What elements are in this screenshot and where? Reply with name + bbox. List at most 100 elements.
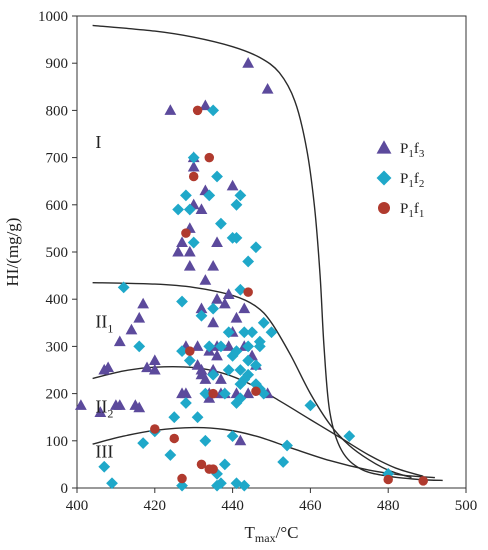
triangle-point xyxy=(172,245,185,257)
circle-point xyxy=(243,287,253,297)
triangle-point xyxy=(113,399,126,410)
triangle-point xyxy=(211,236,223,248)
diamond-point xyxy=(230,345,243,358)
diamond-point xyxy=(257,316,270,329)
legend-marker-circle xyxy=(378,202,390,214)
circle-point xyxy=(208,464,218,474)
triangle-point xyxy=(238,302,251,314)
diamond-point xyxy=(257,387,270,400)
legend-item-circle: P1f1 xyxy=(378,201,424,220)
triangle-point xyxy=(183,245,196,257)
circle-point xyxy=(169,433,179,444)
circle-point xyxy=(204,152,215,163)
diamond-point xyxy=(215,217,227,230)
circle-point xyxy=(181,228,191,238)
diamond-point xyxy=(195,309,208,322)
triangle-point xyxy=(183,259,196,271)
data-points xyxy=(75,57,428,492)
diamond-point xyxy=(234,364,247,376)
triangle-point xyxy=(148,354,161,366)
triangle-point xyxy=(187,160,200,172)
triangle-point xyxy=(199,274,212,285)
triangle-point xyxy=(226,179,239,191)
triangle-point xyxy=(242,387,255,399)
x-axis-title: Tmax/°C xyxy=(245,523,299,545)
triangle-point xyxy=(75,399,87,410)
diamond-point xyxy=(176,295,188,308)
diamond-point xyxy=(238,326,251,339)
diamond-point xyxy=(238,479,251,492)
diamond-point xyxy=(172,203,185,216)
triangle-point xyxy=(211,349,223,361)
triangle-point xyxy=(137,297,150,309)
triangle-point xyxy=(102,361,115,373)
series-diamond xyxy=(98,104,395,492)
diamond-point xyxy=(230,198,243,211)
triangle-point xyxy=(176,236,188,248)
legend-label: P1f3 xyxy=(400,141,425,160)
triangle-point xyxy=(211,293,223,304)
diamond-point xyxy=(207,368,220,381)
legend: P1f3 P1f2 P1f1 xyxy=(376,140,425,220)
diamond-point xyxy=(207,104,220,117)
diamond-point xyxy=(203,340,216,353)
triangle-point xyxy=(203,392,216,403)
triangle-point xyxy=(218,297,231,309)
legend-label: P1f1 xyxy=(400,201,424,220)
boundary-curve xyxy=(92,24,443,482)
circle-point xyxy=(177,473,187,484)
diamond-point xyxy=(199,387,212,400)
diamond-point xyxy=(242,340,255,353)
diamond-point xyxy=(117,281,130,294)
diamond-point xyxy=(218,387,231,400)
diamond-point xyxy=(207,302,220,315)
diamond-point xyxy=(218,458,231,471)
circle-point xyxy=(188,171,199,182)
diamond-point xyxy=(183,203,196,216)
triangle-point xyxy=(191,340,204,351)
y-tick-label: 600 xyxy=(46,198,69,214)
triangle-point xyxy=(199,99,212,111)
circle-point xyxy=(185,346,195,356)
triangle-point xyxy=(141,361,153,373)
diamond-point xyxy=(222,364,235,376)
triangle-point xyxy=(94,406,107,417)
diamond-point xyxy=(226,430,239,442)
series-circle xyxy=(150,105,428,486)
y-tick-label: 900 xyxy=(46,56,69,72)
triangle-point xyxy=(207,259,220,271)
diamond-point xyxy=(187,236,200,249)
triangle-point xyxy=(113,335,126,347)
circle-point xyxy=(196,459,207,470)
y-tick-label: 200 xyxy=(46,387,69,403)
x-tick-label: 420 xyxy=(144,498,167,514)
diamond-point xyxy=(191,411,204,424)
y-tick-label: 700 xyxy=(46,151,69,167)
diamond-point xyxy=(250,241,262,254)
diamond-point xyxy=(304,399,317,412)
y-tick-label: 300 xyxy=(46,339,69,355)
region-label: II1 xyxy=(95,312,113,336)
diamond-point xyxy=(246,326,258,339)
circle-point xyxy=(192,105,203,116)
diamond-point xyxy=(234,392,247,405)
axes: 400 420 440 460 480 500 0 100 200 300 400 500 600 700… xyxy=(3,9,477,545)
triangle-point xyxy=(230,311,243,323)
diamond-point xyxy=(180,397,192,409)
diamond-point xyxy=(203,189,216,202)
circle-point xyxy=(208,388,218,399)
diamond-point xyxy=(230,231,243,244)
diamond-point xyxy=(253,340,266,353)
circle-point xyxy=(418,476,428,486)
triangle-point xyxy=(234,434,247,446)
region-label: I xyxy=(95,132,101,152)
diamond-point xyxy=(137,437,150,450)
x-tick-label: 460 xyxy=(299,498,322,514)
plot-area xyxy=(76,15,467,489)
y-axis-title: HI/(mg/g) xyxy=(3,218,22,287)
diamond-point xyxy=(211,170,223,183)
diamond-point xyxy=(234,378,247,391)
triangle-point xyxy=(242,57,255,68)
diamond-point xyxy=(242,255,255,268)
